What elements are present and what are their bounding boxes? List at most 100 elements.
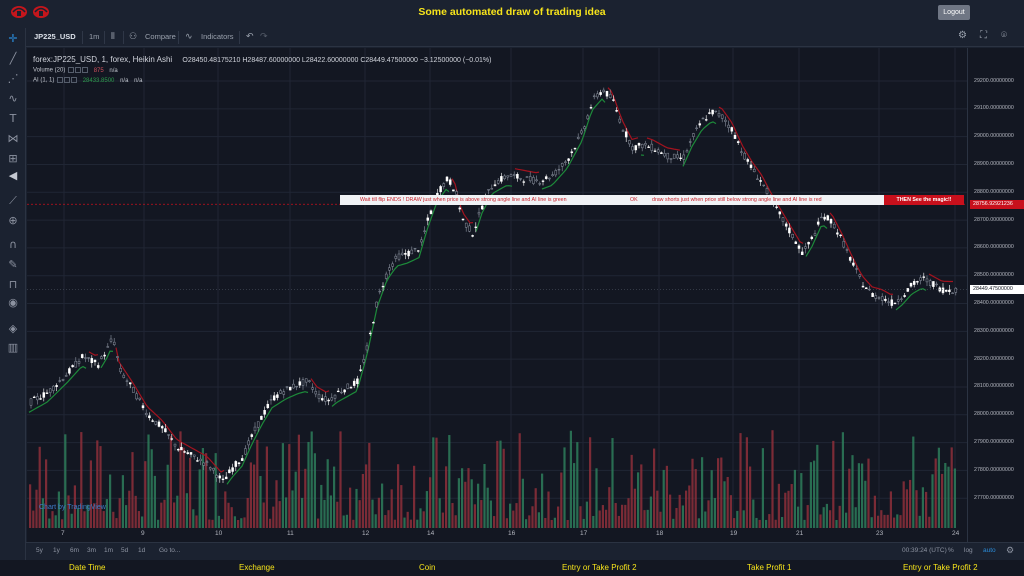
price-scale[interactable]: 29200.00000000 29100.00000000 29000.000000…: [967, 48, 1024, 542]
volume-bar: [441, 512, 444, 528]
chart-pane[interactable]: forex:JP225_USD, 1, forex, Heikin Ashi O…: [27, 48, 1024, 542]
candle-body: [452, 189, 455, 192]
text-icon[interactable]: T: [9, 112, 17, 125]
ruler-icon[interactable]: ⟋: [9, 194, 17, 207]
close-icon[interactable]: [71, 77, 78, 83]
volume-bar: [704, 511, 707, 528]
camera-icon[interactable]: ⌾: [1001, 30, 1007, 41]
candle-body: [640, 144, 644, 149]
fullscreen-icon[interactable]: ⛶: [980, 30, 987, 41]
toolbar-divider: [104, 31, 105, 44]
zoom-in-icon[interactable]: ⊕: [8, 214, 18, 227]
measure-icon[interactable]: ⊞: [8, 152, 18, 165]
time-scale[interactable]: 7 9 10 11 12 14 16 17 18 19 21 23 24: [27, 528, 967, 542]
volume-bar: [329, 495, 332, 528]
undo-icon[interactable]: ↶: [246, 31, 254, 41]
volume-bar: [285, 497, 288, 528]
utc-clock[interactable]: 00:39:24 (UTC): [902, 547, 947, 554]
volume-bar: [784, 492, 787, 528]
range-button-1y[interactable]: 1y: [53, 547, 60, 554]
candle-body: [247, 440, 250, 446]
goto-date-button[interactable]: Go to...: [159, 547, 181, 554]
range-button-5y[interactable]: 5y: [36, 547, 43, 554]
volume-bar: [829, 510, 832, 528]
chart-toolbar: JP225_USD 1m ⫴ ⚇ Compare ∿ Indicators ↶ …: [26, 28, 1024, 47]
eye-icon[interactable]: [57, 77, 64, 83]
candles-icon[interactable]: ⫴: [111, 31, 115, 41]
volume-bar: [336, 501, 339, 528]
candle-body: [471, 235, 474, 237]
trash-icon[interactable]: ▥: [7, 341, 19, 354]
column-header[interactable]: Date Time: [69, 563, 106, 572]
candle-body: [55, 385, 58, 387]
log-toggle[interactable]: log: [964, 547, 973, 554]
price-chart[interactable]: [27, 48, 1024, 542]
candle-body: [375, 301, 378, 308]
indicators-button[interactable]: Indicators: [201, 32, 234, 41]
volume-bar: [425, 491, 428, 528]
candle-body: [176, 448, 180, 451]
volume-bar: [105, 499, 108, 528]
candle-body: [583, 126, 586, 129]
candle-body: [698, 123, 702, 126]
compare-button[interactable]: Compare: [145, 32, 176, 41]
ai-line-green: [28, 365, 87, 413]
close-icon[interactable]: [82, 67, 89, 73]
percent-toggle[interactable]: %: [948, 547, 954, 554]
column-header[interactable]: Entry or Take Profit 2: [903, 563, 978, 572]
candle-body: [893, 302, 897, 305]
compare-icon[interactable]: ⚇: [129, 31, 138, 41]
unlock-icon[interactable]: ⊓: [8, 278, 18, 291]
column-header[interactable]: Entry or Take Profit 2: [562, 563, 637, 572]
settings-icon[interactable]: [64, 77, 71, 83]
symbol-search[interactable]: JP225_USD: [34, 32, 76, 41]
candle-body: [391, 263, 394, 267]
eye-icon[interactable]: ◉: [8, 296, 18, 309]
last-price-tag: 28449.47500000: [970, 285, 1024, 295]
indicators-icon[interactable]: ∿: [185, 31, 193, 41]
range-button-1m[interactable]: 1m: [104, 547, 114, 554]
candle-body: [807, 241, 810, 245]
magnet-icon[interactable]: ∩: [8, 238, 18, 251]
volume-bar: [368, 442, 371, 528]
trend-line-icon[interactable]: ╱: [9, 52, 17, 65]
redo-icon[interactable]: ↷: [260, 31, 268, 41]
interval-button[interactable]: 1m: [89, 32, 100, 41]
brush-icon[interactable]: ∿: [8, 92, 18, 105]
price-label: 28400.00000000: [974, 300, 1014, 306]
column-header[interactable]: Take Profit 1: [747, 563, 792, 572]
candle-body: [279, 390, 282, 394]
volume-bar: [477, 483, 480, 528]
column-header[interactable]: Coin: [419, 563, 436, 572]
candle-body: [301, 379, 305, 386]
settings-icon[interactable]: [75, 67, 82, 73]
volume-bar: [621, 504, 624, 528]
lock-drawing-icon[interactable]: ✎: [8, 258, 18, 271]
range-button-3m[interactable]: 3m: [87, 547, 97, 554]
tradingview-watermark[interactable]: Chart by TradingView: [39, 504, 106, 511]
volume-bar: [950, 447, 953, 528]
fib-icon[interactable]: ⋰: [7, 72, 19, 85]
candle-body: [829, 219, 833, 224]
volume-bar: [173, 502, 176, 528]
range-button-5d[interactable]: 5d: [121, 547, 129, 554]
layers-icon[interactable]: ◈: [8, 322, 18, 335]
column-header[interactable]: Exchange: [239, 563, 275, 572]
candle-body: [650, 143, 654, 151]
settings-icon[interactable]: ⚙: [958, 30, 967, 41]
candle-body: [330, 397, 334, 401]
arrow-left-icon[interactable]: ◀: [8, 169, 18, 182]
volume-bar: [749, 466, 752, 528]
pattern-icon[interactable]: ⋈: [7, 132, 19, 145]
range-button-6m[interactable]: 6m: [70, 547, 80, 554]
candle-body: [788, 227, 791, 234]
auto-toggle[interactable]: auto: [983, 547, 996, 554]
price-label: 29000.00000000: [974, 133, 1014, 140]
crosshair-icon[interactable]: ✛: [8, 32, 18, 45]
eye-icon[interactable]: [68, 67, 75, 73]
logout-button[interactable]: Logout: [938, 5, 970, 20]
range-button-1d[interactable]: 1d: [138, 547, 146, 554]
candle-body: [906, 288, 910, 292]
volume-legend: Volume (20) 875 n/a: [33, 67, 118, 74]
settings-icon[interactable]: ⚙: [1006, 545, 1015, 555]
